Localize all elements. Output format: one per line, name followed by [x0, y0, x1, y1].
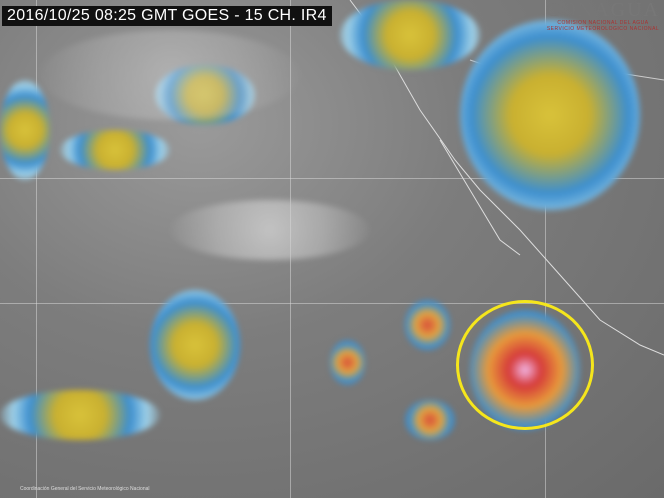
highlight-circle: [456, 300, 594, 430]
gridline: [36, 0, 37, 498]
credit-text: Coordinación General del Servicio Meteor…: [20, 486, 150, 492]
cloud: [40, 30, 300, 120]
cloud: [330, 340, 365, 385]
gridline: [0, 303, 664, 304]
logo-line1: COMISION NACIONAL DEL AGUA: [557, 20, 649, 26]
logo-name: CONAGUA: [546, 0, 660, 21]
coastline: [349, 0, 664, 356]
cloud: [460, 20, 640, 210]
image-title: 2016/10/25 08:25 GMT GOES - 15 CH. IR4: [2, 6, 332, 26]
gridline: [545, 0, 546, 498]
cloud: [0, 390, 160, 440]
logo-line2: SERVICIO METEOROLOGICO NACIONAL: [546, 26, 660, 32]
gridline: [0, 178, 664, 179]
cloud: [170, 200, 370, 260]
cloud: [405, 400, 455, 440]
cloud: [0, 80, 50, 180]
cloud: [60, 130, 170, 170]
cloud: [150, 290, 240, 400]
cloud: [155, 65, 255, 125]
cloud: [340, 0, 480, 70]
baja-coastline: [439, 139, 521, 256]
conagua-logo: CONAGUA COMISION NACIONAL DEL AGUA SERVI…: [546, 0, 660, 32]
cloud: [405, 300, 450, 350]
